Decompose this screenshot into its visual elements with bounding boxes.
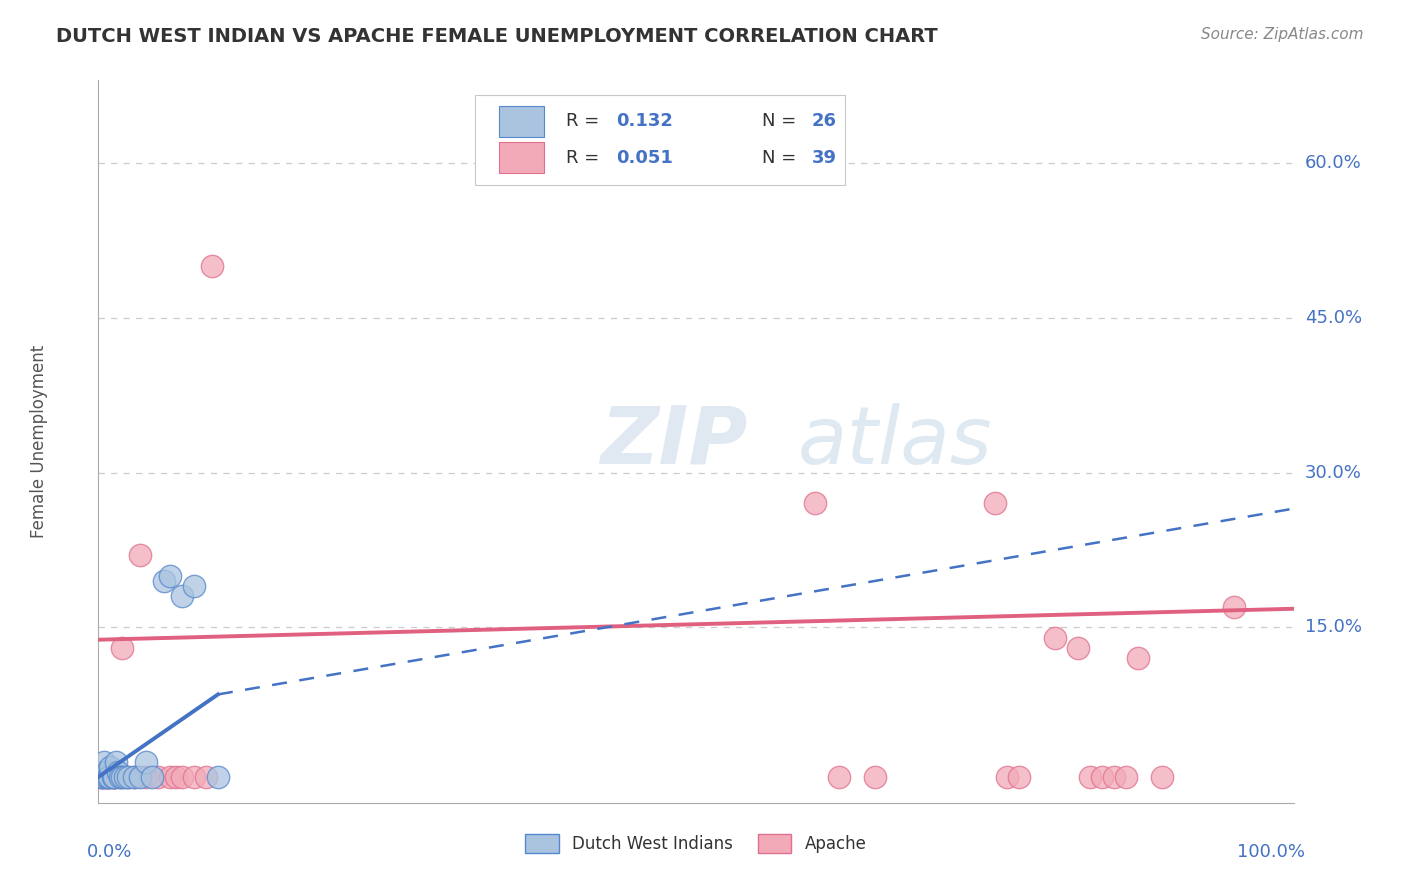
Text: ZIP: ZIP [600, 402, 748, 481]
Point [96, 770, 118, 784]
Point [101, 770, 124, 784]
Point [1152, 770, 1174, 784]
Text: 30.0%: 30.0% [1305, 464, 1361, 482]
Point [1043, 631, 1066, 645]
FancyBboxPatch shape [499, 143, 544, 173]
Point [183, 770, 205, 784]
Text: atlas: atlas [797, 402, 993, 481]
Text: 15.0%: 15.0% [1305, 618, 1361, 636]
Point [183, 579, 205, 593]
Point [1067, 640, 1090, 655]
Point [91, 770, 114, 784]
Point [1128, 651, 1150, 665]
Text: Source: ZipAtlas.com: Source: ZipAtlas.com [1201, 27, 1364, 42]
Point [195, 770, 218, 784]
Point [91, 764, 114, 779]
Point [98, 770, 121, 784]
Point [98, 770, 122, 784]
Text: 0.132: 0.132 [616, 112, 673, 130]
Point [165, 770, 187, 784]
Point [98, 760, 122, 774]
Point [129, 548, 152, 562]
Text: N =: N = [762, 149, 801, 167]
Point [1115, 770, 1137, 784]
FancyBboxPatch shape [475, 95, 845, 185]
Point [108, 770, 131, 784]
Point [828, 770, 851, 784]
Point [995, 770, 1018, 784]
Point [135, 770, 157, 784]
Text: N =: N = [762, 112, 801, 130]
Point [98, 764, 121, 779]
Point [1080, 770, 1102, 784]
Point [111, 640, 134, 655]
Point [1104, 770, 1126, 784]
Point [124, 770, 146, 784]
Point [105, 770, 128, 784]
Text: 39: 39 [811, 149, 837, 167]
Point [103, 770, 125, 784]
Point [114, 770, 136, 784]
Text: R =: R = [565, 112, 605, 130]
Point [201, 259, 224, 273]
Point [93, 770, 115, 784]
Point [141, 770, 163, 784]
Point [90, 770, 112, 784]
Point [1008, 770, 1031, 784]
Point [101, 770, 124, 784]
Point [117, 770, 139, 784]
Point [97, 770, 120, 784]
Point [159, 568, 181, 582]
FancyBboxPatch shape [499, 106, 544, 136]
Text: 26: 26 [811, 112, 837, 130]
Text: 0.0%: 0.0% [87, 843, 132, 861]
Point [129, 770, 152, 784]
Text: 0.051: 0.051 [616, 149, 673, 167]
Point [105, 755, 128, 769]
Point [117, 770, 139, 784]
Point [804, 496, 827, 510]
Point [107, 764, 129, 779]
Point [108, 770, 131, 784]
Point [1091, 770, 1114, 784]
Point [111, 770, 134, 784]
Point [97, 770, 120, 784]
Point [153, 574, 176, 588]
Point [94, 764, 117, 779]
Point [207, 770, 229, 784]
Point [135, 755, 157, 769]
Point [172, 770, 194, 784]
Text: R =: R = [565, 149, 605, 167]
Point [124, 770, 146, 784]
Text: DUTCH WEST INDIAN VS APACHE FEMALE UNEMPLOYMENT CORRELATION CHART: DUTCH WEST INDIAN VS APACHE FEMALE UNEMP… [56, 27, 938, 45]
Point [172, 590, 194, 604]
Point [90, 770, 112, 784]
Legend: Dutch West Indians, Apache: Dutch West Indians, Apache [519, 827, 873, 860]
Point [159, 770, 181, 784]
Point [103, 770, 125, 784]
Point [984, 496, 1007, 510]
Text: Female Unemployment: Female Unemployment [30, 345, 48, 538]
Point [94, 770, 117, 784]
Point [865, 770, 887, 784]
Point [1223, 599, 1246, 614]
Point [93, 755, 115, 769]
Text: 60.0%: 60.0% [1305, 153, 1361, 172]
Text: 100.0%: 100.0% [1237, 843, 1306, 861]
Point [91, 770, 114, 784]
Point [96, 764, 118, 779]
Point [148, 770, 170, 784]
Text: 45.0%: 45.0% [1305, 309, 1362, 326]
